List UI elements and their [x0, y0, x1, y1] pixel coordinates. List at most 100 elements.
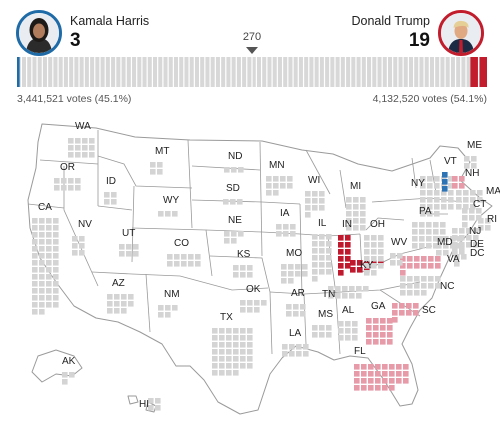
state-tiles-fl[interactable] [354, 364, 409, 391]
ev-segment [293, 57, 298, 87]
electoral-vote-tile [419, 236, 425, 242]
state-tiles-nm[interactable] [158, 305, 178, 318]
state-label-tx: TX [220, 312, 233, 323]
state-label-wy: WY [163, 195, 179, 206]
ev-segment [267, 57, 272, 87]
state-tiles-dc[interactable] [454, 254, 467, 267]
state-tiles-ga[interactable] [366, 318, 393, 345]
state-tiles-ca[interactable] [32, 218, 59, 315]
electoral-vote-tile [181, 254, 187, 260]
state-label-ut: UT [122, 228, 135, 239]
electoral-vote-tile [82, 138, 88, 144]
electoral-vote-tile [53, 281, 59, 287]
electoral-vote-tile [32, 288, 38, 294]
state-tiles-tx[interactable] [212, 328, 253, 376]
harris-electoral-votes: 3 [70, 30, 81, 51]
person-icon [19, 13, 59, 53]
electoral-vote-tile [412, 243, 418, 249]
electoral-vote-tile [155, 398, 161, 404]
state-tiles-tn[interactable] [328, 286, 369, 299]
state-tiles-sc[interactable] [392, 303, 419, 323]
state-tiles-il[interactable] [312, 234, 332, 282]
state-label-ak: AK [62, 356, 76, 367]
electoral-vote-tile [434, 190, 440, 196]
state-tiles-oh[interactable] [364, 235, 384, 276]
state-tiles-in[interactable] [338, 235, 351, 276]
electoral-vote-tile [419, 222, 425, 228]
state-tiles-md[interactable] [436, 236, 463, 256]
electoral-vote-tile [366, 332, 372, 338]
state-tiles-nv[interactable] [72, 236, 85, 256]
electoral-vote-tile [406, 310, 412, 316]
electoral-vote-tile [53, 246, 59, 252]
state-tiles-la[interactable] [282, 344, 309, 357]
state-tiles-az[interactable] [107, 294, 134, 314]
state-tiles-co[interactable] [167, 254, 201, 267]
electoral-vote-tile [312, 198, 318, 204]
state-tiles-wa[interactable] [68, 138, 95, 158]
electoral-vote-tile [403, 364, 409, 370]
state-tiles-sd[interactable] [223, 199, 243, 205]
electoral-vote-tile [72, 243, 78, 249]
electoral-vote-tile [240, 307, 246, 313]
state-tiles-ak[interactable] [62, 372, 75, 385]
electoral-vote-tile [240, 363, 246, 369]
state-tiles-ne[interactable] [224, 231, 244, 244]
electoral-vote-tile [433, 243, 439, 249]
state-tiles-mt[interactable] [150, 162, 163, 175]
state-tiles-al[interactable] [338, 321, 358, 341]
electoral-vote-tile [237, 199, 243, 205]
electoral-vote-tile [428, 283, 434, 289]
electoral-vote-tile [281, 271, 287, 277]
electoral-vote-tile [326, 234, 332, 240]
electoral-vote-tile [266, 176, 272, 182]
electoral-vote-tile [157, 169, 163, 175]
state-tiles-me[interactable] [464, 156, 477, 169]
electoral-vote-tile [389, 385, 395, 391]
state-tiles-mn[interactable] [266, 176, 293, 196]
state-tiles-mo[interactable] [281, 264, 308, 284]
state-tiles-mi[interactable] [346, 197, 366, 231]
ev-segment [325, 57, 330, 87]
state-tiles-ny[interactable] [420, 176, 454, 217]
electoral-vote-tile [427, 204, 433, 210]
state-tiles-nh[interactable] [452, 176, 465, 189]
state-tiles-vt[interactable] [442, 172, 448, 192]
ev-segment [84, 57, 89, 87]
state-tiles-nd[interactable] [224, 167, 244, 173]
state-tiles-ky[interactable] [350, 260, 384, 273]
state-tiles-ri[interactable] [478, 218, 491, 231]
electoral-vote-tile [403, 371, 409, 377]
electoral-vote-tile [338, 242, 344, 248]
state-tiles-pa[interactable] [412, 222, 446, 249]
electoral-vote-tile [378, 249, 384, 255]
electoral-vote-tile [247, 272, 253, 278]
state-tiles-ut[interactable] [119, 244, 139, 257]
state-tiles-va[interactable] [400, 256, 441, 276]
state-tiles-id[interactable] [104, 192, 117, 205]
state-tiles-ia[interactable] [276, 224, 296, 237]
state-tiles-ok[interactable] [240, 300, 267, 313]
electoral-vote-tile [107, 301, 113, 307]
state-tiles-or[interactable] [54, 178, 81, 191]
electoral-vote-tile [420, 204, 426, 210]
electoral-vote-tile [357, 260, 363, 266]
state-tiles-ct[interactable] [462, 208, 482, 228]
state-tiles-wy[interactable] [158, 211, 178, 217]
electoral-vote-tile [302, 264, 308, 270]
electoral-vote-tile [282, 344, 288, 350]
state-label-dc: DC [470, 248, 484, 259]
state-tiles-nc[interactable] [400, 276, 441, 296]
state-tiles-ks[interactable] [233, 265, 253, 278]
state-tiles-ma[interactable] [456, 190, 483, 210]
electoral-vote-tile [403, 378, 409, 384]
state-tiles-ar[interactable] [286, 304, 306, 317]
state-tiles-ms[interactable] [312, 325, 332, 338]
ev-segment [173, 57, 179, 87]
state-tiles-wi[interactable] [305, 191, 325, 218]
electoral-vote-tile [75, 178, 81, 184]
state-tiles-hi[interactable] [148, 398, 161, 411]
state-tiles-wv[interactable] [390, 253, 403, 266]
electoral-vote-tile [223, 199, 229, 205]
electoral-vote-tile [352, 328, 358, 334]
